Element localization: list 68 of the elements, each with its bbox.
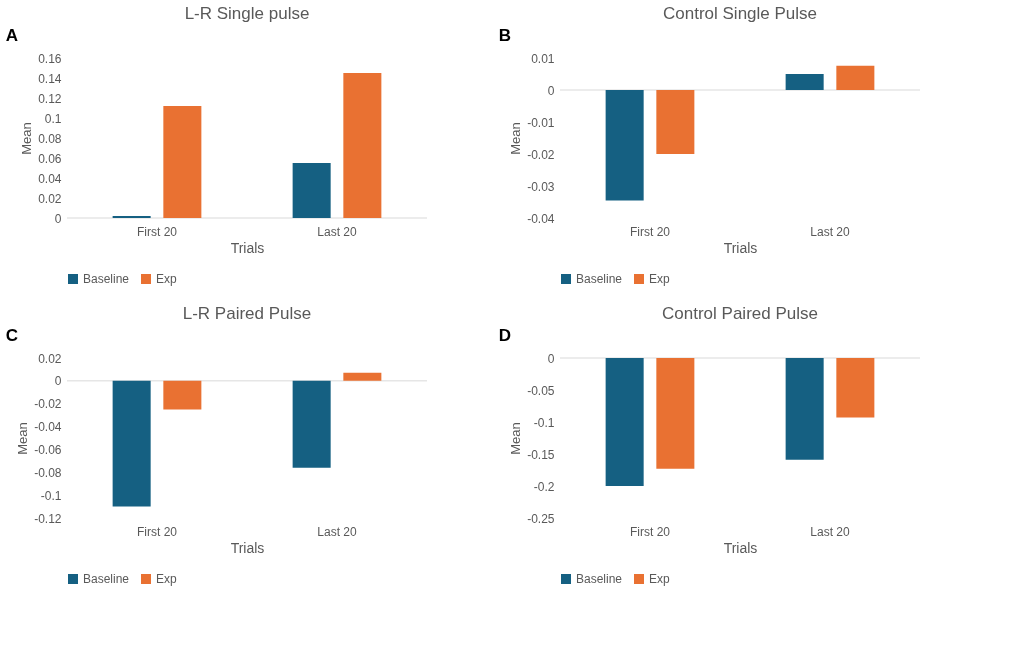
y-tick-label: 0.14 [38,71,62,86]
y-tick-label: -0.04 [527,211,555,226]
x-axis-title: Trials [723,539,758,556]
y-tick-label: 0 [54,374,62,389]
x-tick-label: First 20 [136,224,178,239]
y-tick-label: 0 [54,211,62,226]
y-tick-label: -0.02 [527,147,555,162]
y-tick-label: -0.25 [527,511,555,526]
y-tick-label: -0.06 [34,442,62,457]
x-tick-label: Last 20 [810,224,850,239]
text: A [5,26,19,45]
legend-label: Baseline [83,572,130,586]
y-tick-label: 0 [547,83,555,98]
legend-label: Baseline [576,572,623,586]
x-tick-label: First 20 [629,224,671,239]
bar [785,74,824,90]
bar [163,106,202,218]
y-tick-label: -0.04 [34,420,62,435]
y-tick-label: -0.08 [34,465,62,480]
y-tick-label: 0.12 [38,91,62,106]
y-tick-label: 0.1 [44,111,62,126]
y-axis-title: Mean [508,422,524,455]
x-tick-label: Last 20 [317,524,357,539]
legend-label: Exp [156,272,177,286]
y-tick-label: -0.12 [34,511,62,526]
y-tick-label: 0.02 [38,351,62,366]
chart-title: Control Paired Pulse [662,304,818,323]
y-tick-label: -0.02 [34,397,62,412]
y-tick-label: -0.01 [527,115,555,130]
text: B [498,26,512,45]
legend-label: Exp [649,272,670,286]
y-tick-label: -0.03 [527,179,555,194]
x-tick-label: Last 20 [810,524,850,539]
x-axis-title: Trials [723,239,758,256]
x-axis-title: Trials [230,539,265,556]
x-tick-label: First 20 [629,524,671,539]
chart-title: Control Single Pulse [662,4,818,23]
y-tick-label: -0.05 [527,383,555,398]
y-tick-label: -0.2 [533,479,555,494]
text: D [498,326,512,345]
legend-label: Baseline [576,272,623,286]
y-tick-label: 0.16 [38,51,62,66]
bar [343,73,382,218]
y-tick-label: 0.02 [38,191,62,206]
y-axis-title: Mean [19,122,35,155]
chart-title: L-R Paired Pulse [182,304,312,323]
bar [656,90,695,154]
y-tick-label: 0.04 [38,171,62,186]
y-tick-label: -0.15 [527,447,555,462]
y-tick-label: 0.06 [38,151,62,166]
bar [836,65,875,90]
x-axis-title: Trials [230,239,265,256]
y-tick-label: 0.01 [531,51,555,66]
legend-label: Baseline [83,272,130,286]
x-tick-label: Last 20 [317,224,357,239]
legend-label: Exp [649,572,670,586]
text: C [5,326,19,345]
y-tick-label: 0.08 [38,131,62,146]
y-axis-title: Mean [508,122,524,155]
x-tick-label: First 20 [136,524,178,539]
y-tick-label: -0.1 [533,415,555,430]
legend-label: Exp [156,572,177,586]
y-axis-title: Mean [15,422,31,455]
bar [292,163,331,218]
y-tick-label: 0 [547,351,555,366]
y-tick-label: -0.1 [40,488,62,503]
chart-title: L-R Single pulse [184,4,310,23]
bar [605,90,644,201]
